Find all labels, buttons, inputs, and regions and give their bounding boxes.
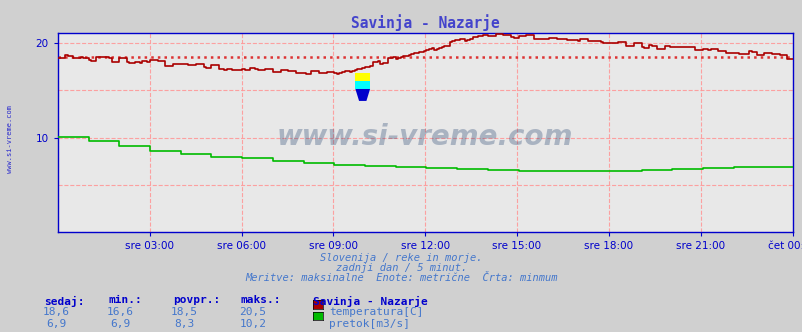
Polygon shape <box>355 81 370 89</box>
Text: zadnji dan / 5 minut.: zadnji dan / 5 minut. <box>335 263 467 273</box>
Text: 8,3: 8,3 <box>174 319 195 329</box>
Text: 20,5: 20,5 <box>239 307 266 317</box>
Text: temperatura[C]: temperatura[C] <box>329 307 423 317</box>
Text: 10,2: 10,2 <box>239 319 266 329</box>
Text: 18,5: 18,5 <box>171 307 198 317</box>
Text: 6,9: 6,9 <box>46 319 67 329</box>
Polygon shape <box>355 73 370 81</box>
Text: www.si-vreme.com: www.si-vreme.com <box>277 123 573 151</box>
Polygon shape <box>355 89 370 101</box>
Text: min.:: min.: <box>108 295 142 305</box>
Text: povpr.:: povpr.: <box>172 295 220 305</box>
Text: sedaj:: sedaj: <box>44 295 84 306</box>
Text: pretok[m3/s]: pretok[m3/s] <box>329 319 410 329</box>
Text: maks.:: maks.: <box>241 295 281 305</box>
Title: Savinja - Nazarje: Savinja - Nazarje <box>350 14 499 31</box>
Text: Savinja - Nazarje: Savinja - Nazarje <box>313 295 427 306</box>
Text: 18,6: 18,6 <box>43 307 70 317</box>
Text: Slovenija / reke in morje.: Slovenija / reke in morje. <box>320 253 482 263</box>
Text: www.si-vreme.com: www.si-vreme.com <box>7 106 14 173</box>
Text: 6,9: 6,9 <box>110 319 131 329</box>
Text: 16,6: 16,6 <box>107 307 134 317</box>
Text: Meritve: maksinalne  Enote: metrične  Črta: minmum: Meritve: maksinalne Enote: metrične Črta… <box>245 273 557 283</box>
